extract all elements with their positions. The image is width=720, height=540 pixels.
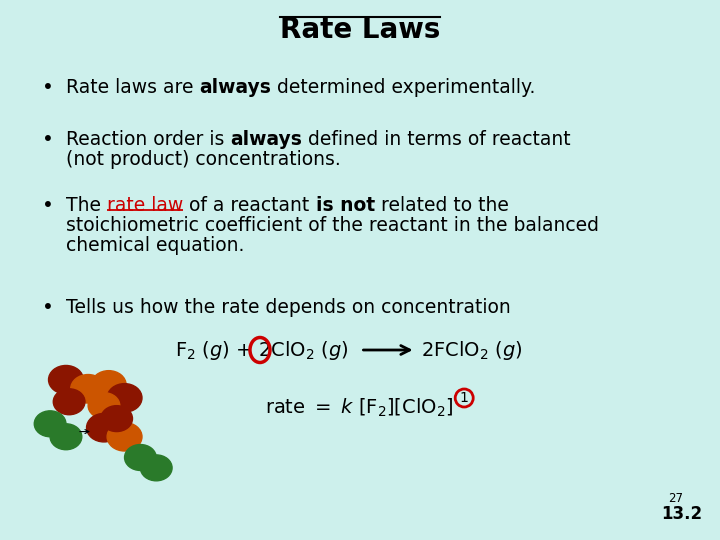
Text: always: always	[230, 130, 302, 149]
Circle shape	[125, 444, 156, 470]
Text: •: •	[42, 78, 54, 97]
Text: 1: 1	[460, 391, 469, 405]
Circle shape	[86, 414, 122, 442]
Text: Reaction order is: Reaction order is	[66, 130, 230, 149]
Text: F$_2$ $(g)$ + 2ClO$_2$ $(g)$: F$_2$ $(g)$ + 2ClO$_2$ $(g)$	[175, 339, 348, 361]
Text: 27: 27	[668, 492, 683, 505]
Text: is not: is not	[315, 196, 374, 215]
Text: chemical equation.: chemical equation.	[66, 236, 244, 255]
Text: of a reactant: of a reactant	[184, 196, 315, 215]
Circle shape	[101, 406, 132, 431]
Circle shape	[107, 422, 142, 451]
Text: 2FClO$_2$ $(g)$: 2FClO$_2$ $(g)$	[420, 339, 522, 361]
Text: always: always	[199, 78, 271, 97]
Text: defined in terms of reactant: defined in terms of reactant	[302, 130, 571, 149]
Text: rate $=$ $k$ [F$_2$][ClO$_2$]: rate $=$ $k$ [F$_2$][ClO$_2$]	[265, 397, 453, 419]
Circle shape	[107, 383, 142, 412]
Text: Tells us how the rate depends on concentration: Tells us how the rate depends on concent…	[66, 298, 510, 317]
Circle shape	[71, 375, 106, 403]
Circle shape	[88, 393, 120, 418]
Circle shape	[53, 389, 85, 415]
Circle shape	[91, 370, 126, 399]
Text: Rate Laws: Rate Laws	[280, 16, 440, 44]
Text: rate law: rate law	[107, 196, 184, 215]
Text: •: •	[42, 196, 54, 215]
Text: •: •	[42, 298, 54, 317]
Text: determined experimentally.: determined experimentally.	[271, 78, 536, 97]
Text: related to the: related to the	[374, 196, 508, 215]
Circle shape	[35, 411, 66, 437]
Circle shape	[48, 366, 84, 394]
Circle shape	[140, 455, 172, 481]
Text: 13.2: 13.2	[661, 505, 702, 523]
Text: (not product) concentrations.: (not product) concentrations.	[66, 150, 341, 169]
Text: stoichiometric coefficient of the reactant in the balanced: stoichiometric coefficient of the reacta…	[66, 216, 599, 235]
Text: •: •	[42, 130, 54, 149]
Text: The: The	[66, 196, 107, 215]
Circle shape	[50, 424, 82, 450]
Text: Rate laws are: Rate laws are	[66, 78, 199, 97]
